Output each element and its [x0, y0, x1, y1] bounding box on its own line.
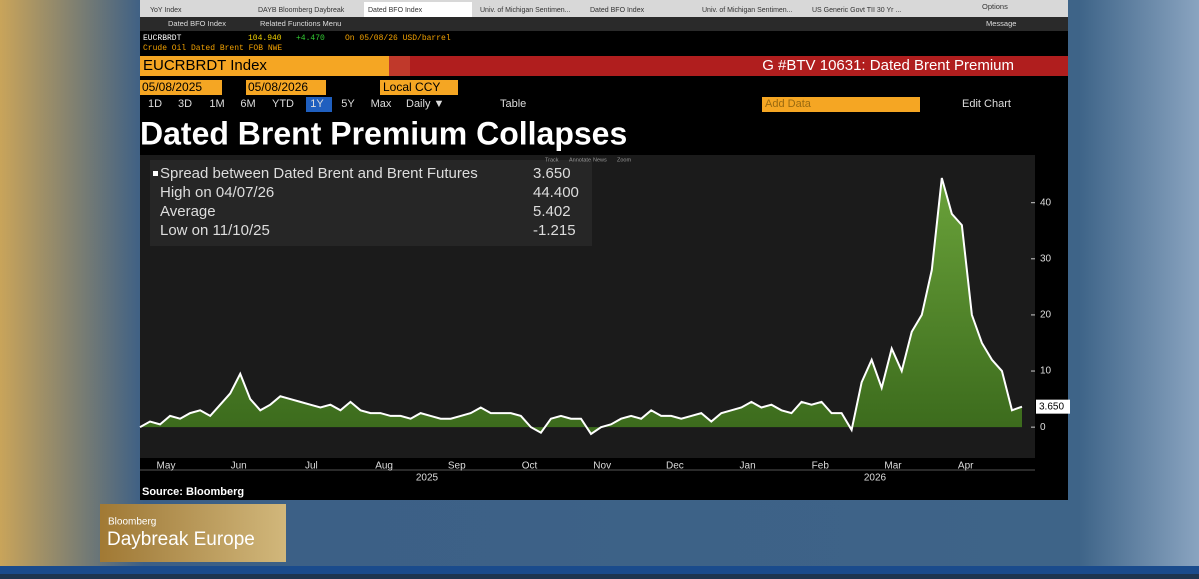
bottom-strip: [0, 566, 1199, 574]
last-value-label: 3.650: [1039, 401, 1064, 412]
active-period: [306, 97, 332, 112]
x-tick-label: May: [157, 461, 176, 472]
year-label: 2025: [416, 473, 439, 484]
add-data-field[interactable]: [762, 97, 920, 112]
chart-title: Dated Brent Premium Collapses: [140, 115, 627, 151]
frequency[interactable]: Daily ▼: [406, 98, 444, 110]
x-tick-label: Mar: [884, 461, 902, 472]
legend-value: 3.650: [533, 165, 571, 182]
ticker-price: 104.940: [248, 34, 282, 43]
tab[interactable]: DAYB Bloomberg Daybreak: [258, 7, 345, 14]
dropdown[interactable]: [389, 56, 410, 76]
tab[interactable]: Dated BFO Index: [368, 7, 423, 14]
period-button[interactable]: 3D: [178, 98, 192, 110]
last-value-box: [1036, 399, 1070, 414]
y-tick-label: 20: [1040, 310, 1052, 321]
x-tick-label: Apr: [958, 461, 974, 472]
area: [140, 178, 1022, 434]
end-date[interactable]: 05/08/2026: [248, 80, 308, 94]
start-date[interactable]: 05/08/2025: [142, 80, 202, 94]
menu[interactable]: Related Functions Menu: [260, 19, 341, 28]
active-tab: [364, 2, 472, 17]
legend-label: Low on 11/10/25: [160, 222, 270, 239]
end-date-field[interactable]: [246, 80, 326, 95]
edit-chart[interactable]: Edit Chart: [962, 98, 1011, 110]
source: Source: Bloomberg: [142, 486, 244, 498]
period-button[interactable]: 5Y: [341, 98, 355, 110]
logo-brand: Bloomberg: [108, 517, 156, 528]
logo-show: Daybreak Europe: [107, 529, 255, 550]
ticker-date: On 05/08/26 USD/barrel: [345, 34, 451, 43]
ticker-symbol: EUCRBRDT: [143, 34, 182, 43]
y-tick-label: 10: [1040, 366, 1052, 377]
legend-box: [150, 160, 592, 246]
x-tick-label: Jul: [305, 461, 318, 472]
period-button[interactable]: YTD: [272, 98, 294, 110]
security-field[interactable]: [140, 56, 410, 76]
x-tick-label: Nov: [593, 461, 611, 472]
x-tick-label: Feb: [812, 461, 830, 472]
period-button[interactable]: Max: [371, 98, 392, 110]
legend-label: Spread between Dated Brent and Brent Fut…: [160, 165, 478, 182]
year-label: 2026: [864, 473, 887, 484]
x-tick-label: Dec: [666, 461, 684, 472]
tab[interactable]: Univ. of Michigan Sentimen...: [480, 7, 571, 14]
start-date-field[interactable]: [140, 80, 222, 95]
legend-value: 44.400: [533, 184, 579, 201]
currency[interactable]: Local CCY: [383, 80, 440, 94]
tab[interactable]: Univ. of Michigan Sentimen...: [702, 7, 793, 14]
tab[interactable]: YoY Index: [150, 7, 182, 14]
chart-tool[interactable]: News: [593, 157, 607, 163]
title-bar: [410, 56, 1068, 76]
ticker-change: +4.470: [296, 34, 325, 43]
tab[interactable]: US Generic Govt TII 30 Yr ...: [812, 7, 901, 14]
line: [139, 177, 1023, 436]
period-button[interactable]: 6M: [240, 98, 255, 110]
chart-tool[interactable]: Zoom: [617, 157, 631, 163]
x-tick-label: Sep: [448, 461, 466, 472]
chart-tool[interactable]: Track: [545, 157, 559, 163]
period-button[interactable]: 1Y: [310, 98, 324, 110]
y-tick-label: 30: [1040, 253, 1052, 264]
options[interactable]: Options: [982, 2, 1008, 11]
chart-tool[interactable]: Annotate: [569, 157, 591, 163]
ticker-description: Crude Oil Dated Brent FOB NWE: [143, 44, 282, 53]
legend-value: -1.215: [533, 222, 576, 239]
show-logo: [100, 504, 286, 562]
y-tick-label: 40: [1040, 197, 1052, 208]
tab[interactable]: Dated BFO Index: [590, 7, 645, 14]
y-tick-label: 0: [1040, 422, 1046, 433]
add-data[interactable]: Add Data: [765, 98, 812, 110]
message[interactable]: Message: [986, 19, 1016, 28]
legend-value: 5.402: [533, 203, 571, 220]
legend-swatch: [153, 171, 158, 176]
period-button[interactable]: 1M: [209, 98, 224, 110]
legend-label: High on 04/07/26: [160, 184, 274, 201]
currency-field[interactable]: [380, 80, 458, 95]
table-button[interactable]: Table: [500, 98, 526, 110]
window-name[interactable]: Dated BFO Index: [168, 19, 226, 28]
toolbar: [140, 17, 1068, 31]
x-tick-label: Aug: [375, 461, 393, 472]
period-button[interactable]: 1D: [148, 98, 162, 110]
security[interactable]: EUCRBRDT Index: [143, 57, 267, 74]
x-tick-label: Jun: [231, 461, 247, 472]
x-tick-label: Oct: [522, 461, 538, 472]
x-tick-label: Jan: [740, 461, 756, 472]
page-title: G #BTV 10631: Dated Brent Premium: [762, 57, 1014, 74]
legend-label: Average: [160, 203, 216, 220]
